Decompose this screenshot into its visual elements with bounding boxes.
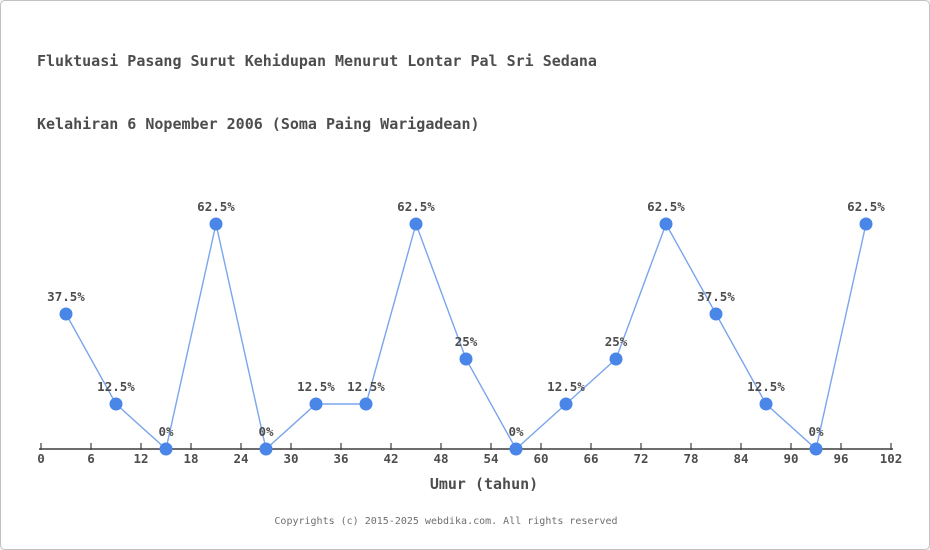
data-point-label: 62.5% <box>197 199 235 214</box>
x-axis-tick-label: 12 <box>133 451 148 466</box>
data-point-label: 0% <box>258 424 274 439</box>
data-point-label: 62.5% <box>847 199 885 214</box>
x-axis-tick-label: 102 <box>880 451 903 466</box>
x-axis-tick-label: 78 <box>683 451 698 466</box>
x-axis-tick-label: 72 <box>633 451 648 466</box>
data-point-marker <box>809 442 823 456</box>
x-axis-tick-label: 54 <box>483 451 498 466</box>
data-point-marker <box>509 442 523 456</box>
data-point-label: 37.5% <box>697 289 735 304</box>
x-axis-tick-label: 30 <box>283 451 298 466</box>
x-axis-label: Umur (tahun) <box>429 475 539 493</box>
data-point-marker <box>259 442 273 456</box>
data-point-marker <box>859 217 873 231</box>
data-point-marker <box>309 397 323 411</box>
data-point-label: 12.5% <box>97 379 135 394</box>
data-point-label: 0% <box>808 424 824 439</box>
data-point-marker <box>759 397 773 411</box>
data-point-label: 0% <box>508 424 524 439</box>
data-point-marker <box>159 442 173 456</box>
data-point-marker <box>709 307 723 321</box>
data-point-marker <box>609 352 623 366</box>
footer-copyright: Copyrights (c) 2015-2025 webdika.com. Al… <box>274 516 618 527</box>
data-point-marker <box>559 397 573 411</box>
data-point-marker <box>659 217 673 231</box>
data-point-marker <box>209 217 223 231</box>
x-axis-tick-label: 60 <box>533 451 548 466</box>
data-point-marker <box>409 217 423 231</box>
data-point-marker <box>459 352 473 366</box>
x-axis-tick-label: 96 <box>833 451 848 466</box>
chart-title: Fluktuasi Pasang Surut Kehidupan Menurut… <box>37 9 597 177</box>
data-point-label: 12.5% <box>297 379 335 394</box>
chart-title-line1: Fluktuasi Pasang Surut Kehidupan Menurut… <box>37 52 597 70</box>
data-point-label: 62.5% <box>647 199 685 214</box>
x-axis-tick-label: 18 <box>183 451 198 466</box>
data-point-label: 25% <box>605 334 628 349</box>
data-point-label: 25% <box>455 334 478 349</box>
data-point-label: 12.5% <box>547 379 585 394</box>
x-axis-tick-label: 0 <box>37 451 45 466</box>
chart-title-line2: Kelahiran 6 Nopember 2006 (Soma Paing Wa… <box>37 115 480 133</box>
data-point-marker <box>359 397 373 411</box>
data-point-marker <box>59 307 73 321</box>
x-axis-tick-label: 84 <box>733 451 748 466</box>
data-point-label: 62.5% <box>397 199 435 214</box>
data-point-marker <box>109 397 123 411</box>
data-point-label: 12.5% <box>347 379 385 394</box>
data-point-label: 37.5% <box>47 289 85 304</box>
x-axis-tick-label: 24 <box>233 451 248 466</box>
x-axis-tick-label: 42 <box>383 451 398 466</box>
x-axis-tick-label: 6 <box>87 451 95 466</box>
x-axis-tick-label: 66 <box>583 451 598 466</box>
x-axis-tick-label: 90 <box>783 451 798 466</box>
x-axis-tick-label: 36 <box>333 451 348 466</box>
data-point-label: 0% <box>158 424 174 439</box>
data-point-label: 12.5% <box>747 379 785 394</box>
x-axis-tick-label: 48 <box>433 451 448 466</box>
